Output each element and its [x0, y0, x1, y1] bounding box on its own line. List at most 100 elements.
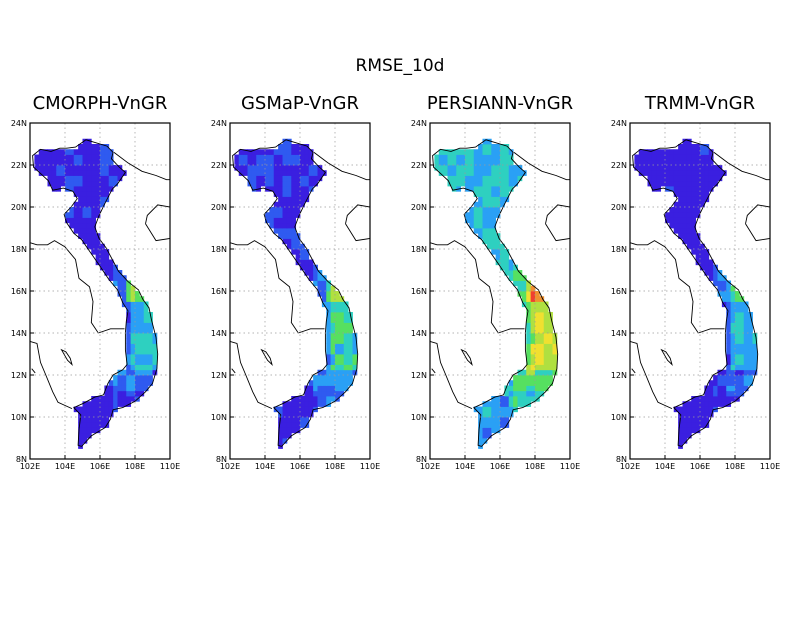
grid-cell — [638, 149, 644, 155]
grid-cell — [739, 306, 745, 313]
grid-cell — [330, 375, 336, 381]
grid-cell — [100, 396, 105, 402]
grid-cell — [82, 207, 88, 213]
grid-cell — [495, 170, 501, 176]
grid-cell — [704, 175, 710, 182]
grid-cell — [278, 212, 283, 218]
grid-cell — [682, 201, 688, 208]
x-tick-label: 110E — [160, 462, 180, 471]
grid-cell — [82, 154, 88, 161]
grid-cell — [300, 149, 305, 155]
grid-cell — [486, 180, 492, 187]
grid-cell — [504, 259, 510, 266]
grid-cell — [443, 149, 448, 155]
grid-cell — [695, 243, 701, 250]
y-tick-label: 14N — [411, 329, 427, 338]
grid-cell — [482, 191, 488, 197]
grid-cell — [730, 354, 736, 360]
grid-cell — [451, 170, 457, 176]
grid-cell — [295, 396, 301, 402]
grid-cell — [278, 144, 283, 150]
x-tick-label: 104E — [255, 462, 275, 471]
grid-cell — [726, 280, 732, 287]
grid-cell — [130, 343, 136, 350]
grid-cell — [669, 222, 675, 229]
x-tick-label: 108E — [525, 462, 545, 471]
grid-cell — [317, 396, 323, 402]
grid-cell — [651, 165, 657, 171]
grid-cell — [273, 165, 279, 171]
grid-cell — [495, 422, 501, 428]
grid-cell — [291, 154, 297, 161]
grid-cell — [104, 149, 110, 155]
grid-cell — [143, 364, 149, 371]
grid-cell — [104, 159, 110, 166]
grid-cell — [535, 333, 540, 339]
grid-cell — [447, 154, 453, 161]
grid-cell — [326, 296, 332, 302]
grid-cell — [278, 438, 283, 444]
grid-cell — [265, 149, 270, 155]
x-tick-label: 106E — [90, 462, 110, 471]
grid-cell — [243, 165, 248, 171]
grid-cell — [739, 327, 745, 334]
grid-cell — [535, 375, 540, 381]
grid-cell — [86, 154, 92, 161]
grid-cell — [678, 175, 683, 182]
y-tick-label: 24N — [411, 119, 427, 128]
grid-cell — [438, 170, 444, 176]
grid-cell — [108, 411, 114, 418]
grid-cell — [543, 369, 549, 376]
grid-cell — [321, 291, 327, 297]
grid-cell — [669, 175, 675, 182]
grid-cell — [330, 296, 336, 302]
grid-cell — [656, 165, 662, 171]
grid-cell — [482, 170, 488, 176]
grid-cell — [95, 144, 101, 150]
grid-cell — [69, 222, 75, 229]
grid-cell — [548, 380, 553, 386]
grid-cell — [100, 401, 105, 407]
grid-cell — [308, 154, 314, 161]
grid-cell — [513, 380, 518, 386]
grid-cell — [282, 138, 288, 145]
grid-cell — [752, 343, 758, 350]
grid-cell — [104, 186, 110, 192]
grid-cell — [69, 180, 75, 187]
grid-cell — [321, 170, 327, 176]
grid-cell — [465, 165, 470, 171]
grid-cell — [135, 380, 140, 386]
grid-cell — [295, 175, 301, 182]
grid-cell — [148, 380, 153, 386]
grid-cell — [473, 191, 479, 197]
grid-cell — [326, 280, 332, 287]
grid-cell — [330, 385, 336, 392]
grid-cell — [504, 417, 510, 423]
grid-cell — [700, 396, 705, 402]
grid-cell — [726, 338, 732, 344]
grid-cell — [86, 233, 92, 239]
grid-cell — [743, 375, 749, 381]
grid-cell — [291, 427, 297, 434]
grid-cell — [95, 427, 101, 434]
grid-cell — [495, 201, 501, 208]
grid-cell — [700, 191, 705, 197]
grid-cell — [726, 291, 732, 297]
grid-cell — [108, 154, 114, 161]
grid-cell — [291, 238, 297, 245]
grid-cell — [713, 270, 718, 276]
grid-cell — [308, 385, 314, 392]
grid-cell — [82, 422, 88, 428]
grid-cell — [143, 354, 149, 360]
grid-cell — [682, 138, 688, 145]
grid-cell — [291, 175, 297, 182]
grid-cell — [643, 165, 648, 171]
grid-cell — [326, 380, 332, 386]
grid-cell — [308, 275, 314, 281]
x-tick-label: 108E — [125, 462, 145, 471]
grid-cell — [91, 411, 97, 418]
grid-cell — [326, 375, 332, 381]
grid-cell — [91, 243, 97, 250]
y-tick-label: 18N — [611, 245, 627, 254]
grid-cell — [330, 343, 336, 350]
